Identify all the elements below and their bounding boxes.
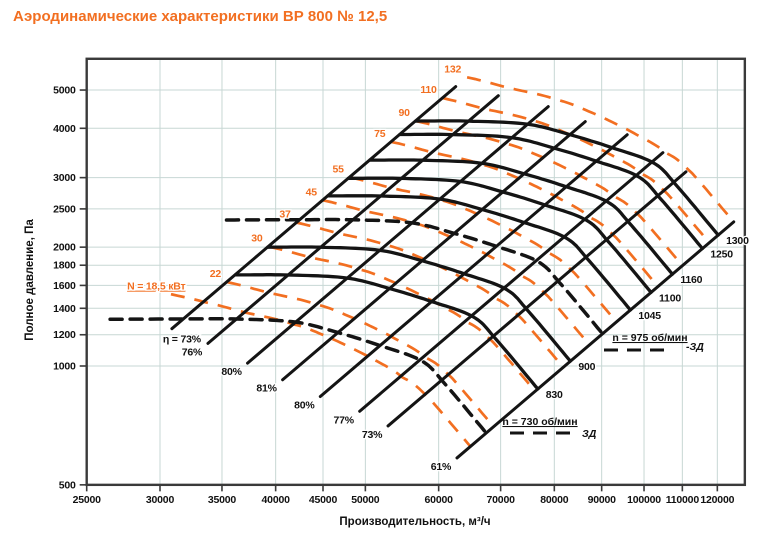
y-tick-label: 1600	[53, 280, 76, 292]
speed-curve-1160	[368, 158, 675, 276]
x-tick-label: 90000	[588, 494, 617, 506]
power-curve-45	[322, 198, 591, 346]
efficiency-line-61%	[455, 220, 736, 460]
x-tick-label: 35000	[208, 494, 237, 506]
power-curve-110	[442, 96, 711, 244]
y-tick-label: 1400	[53, 303, 76, 315]
plot-frame: 25000 30000 35000 40000 45000 50000 60000 70000…	[53, 57, 747, 506]
power-curve-30	[268, 245, 537, 392]
efficiency-label-6: 73%	[362, 429, 383, 441]
x-tick-label: 120000	[700, 494, 734, 506]
x-tick-label: 80000	[540, 494, 569, 506]
efficiency-label-4: 80%	[294, 400, 315, 412]
speed-label-1045: 1045	[638, 310, 661, 322]
power-curves-group	[147, 75, 735, 448]
efficiency-line-80%	[246, 105, 550, 365]
plot-border	[85, 57, 747, 487]
speed-curve-1100	[346, 176, 653, 294]
annotation-n975-suffix: -ЗД	[686, 341, 704, 353]
annotation-n730: n = 730 об/мин ЗД	[502, 416, 596, 440]
power-label-110: 110	[420, 84, 437, 96]
y-tick-label: 2000	[53, 242, 76, 254]
power-label-45: 45	[306, 186, 318, 198]
x-tick-label: 100000	[627, 494, 661, 506]
x-tick-label: 110000	[666, 494, 700, 506]
speed-label-1300: 1300	[726, 235, 749, 247]
speed-label-1160: 1160	[680, 274, 702, 286]
y-tick-label: 2500	[53, 203, 76, 215]
speed-label-900: 900	[578, 361, 595, 373]
annotation-n975-text: n = 975 об/мин	[612, 332, 687, 344]
x-tick-label: 45000	[309, 494, 338, 506]
power-curve-18.5	[147, 285, 472, 448]
y-tick-label: 4000	[53, 123, 76, 135]
efficiency-label-5: 77%	[333, 414, 354, 426]
x-tick-label: 30000	[146, 494, 175, 506]
x-tick-label: 25000	[73, 494, 102, 506]
y-tick-label: 1000	[53, 361, 76, 373]
page-title: Аэродинамические характеристики ВР 800 №…	[13, 8, 388, 25]
y-tick-label: 1200	[53, 329, 76, 341]
speed-label-1250: 1250	[710, 248, 733, 260]
speed-label-830: 830	[546, 389, 563, 401]
power-curve-22	[226, 280, 495, 428]
efficiency-lines-group	[170, 85, 736, 460]
power-curve-55	[349, 175, 618, 323]
speed-label-1100: 1100	[659, 292, 681, 304]
efficiency-label-3: 81%	[256, 383, 277, 395]
power-label-18.5: N = 18,5 кВт	[127, 281, 185, 293]
curve-labels-group: N = 18,5 кВт 22 30 37 45 55 75 90 110 132 830 900 10…	[126, 62, 751, 474]
efficiency-line-80%	[318, 133, 629, 399]
x-tick-label: 60000	[425, 494, 454, 506]
efficiency-label-1: 76%	[182, 346, 203, 358]
x-axis-title: Производительность, м³/ч	[339, 516, 490, 528]
y-tick-label: 5000	[53, 85, 76, 97]
x-tick-label: 70000	[487, 494, 516, 506]
power-curve-37	[296, 221, 565, 369]
efficiency-label-0: η = 73%	[163, 334, 202, 346]
x-tick-label: 50000	[351, 494, 380, 506]
annotation-n975: n = 975 об/мин -ЗД	[604, 332, 704, 353]
annotation-n730-suffix: ЗД	[582, 428, 597, 440]
speed-curve-830	[233, 273, 540, 391]
power-curve-75	[391, 140, 660, 288]
power-label-30: 30	[251, 233, 263, 245]
power-label-37: 37	[279, 209, 291, 221]
efficiency-line-77%	[358, 151, 665, 413]
power-label-90: 90	[399, 107, 411, 119]
power-label-55: 55	[333, 163, 345, 175]
annotation-n730-text: n = 730 об/мин	[502, 416, 577, 428]
power-label-22: 22	[210, 268, 222, 280]
efficiency-line-76%	[206, 94, 500, 345]
y-axis-title: Полное давление, Па	[24, 219, 36, 341]
efficiency-line-81%	[281, 120, 587, 382]
power-label-132: 132	[444, 63, 461, 75]
power-curve-132	[466, 75, 735, 223]
y-tick-label: 1800	[53, 260, 76, 272]
speed-curve-1250	[398, 132, 705, 251]
y-tick-label: 500	[59, 479, 76, 491]
efficiency-line-73%	[386, 170, 688, 428]
y-tick-label: 3000	[53, 172, 76, 184]
speed-curve-1045	[326, 194, 633, 312]
power-curve-90	[415, 119, 684, 267]
efficiency-label-7: 61%	[431, 461, 452, 473]
speed-curve-1300	[414, 119, 720, 237]
efficiency-label-2: 80%	[221, 366, 242, 378]
power-label-75: 75	[374, 128, 386, 140]
speed-curve-900	[266, 245, 572, 363]
x-tick-label: 40000	[262, 494, 291, 506]
efficiency-line-η = 73%	[170, 85, 458, 331]
